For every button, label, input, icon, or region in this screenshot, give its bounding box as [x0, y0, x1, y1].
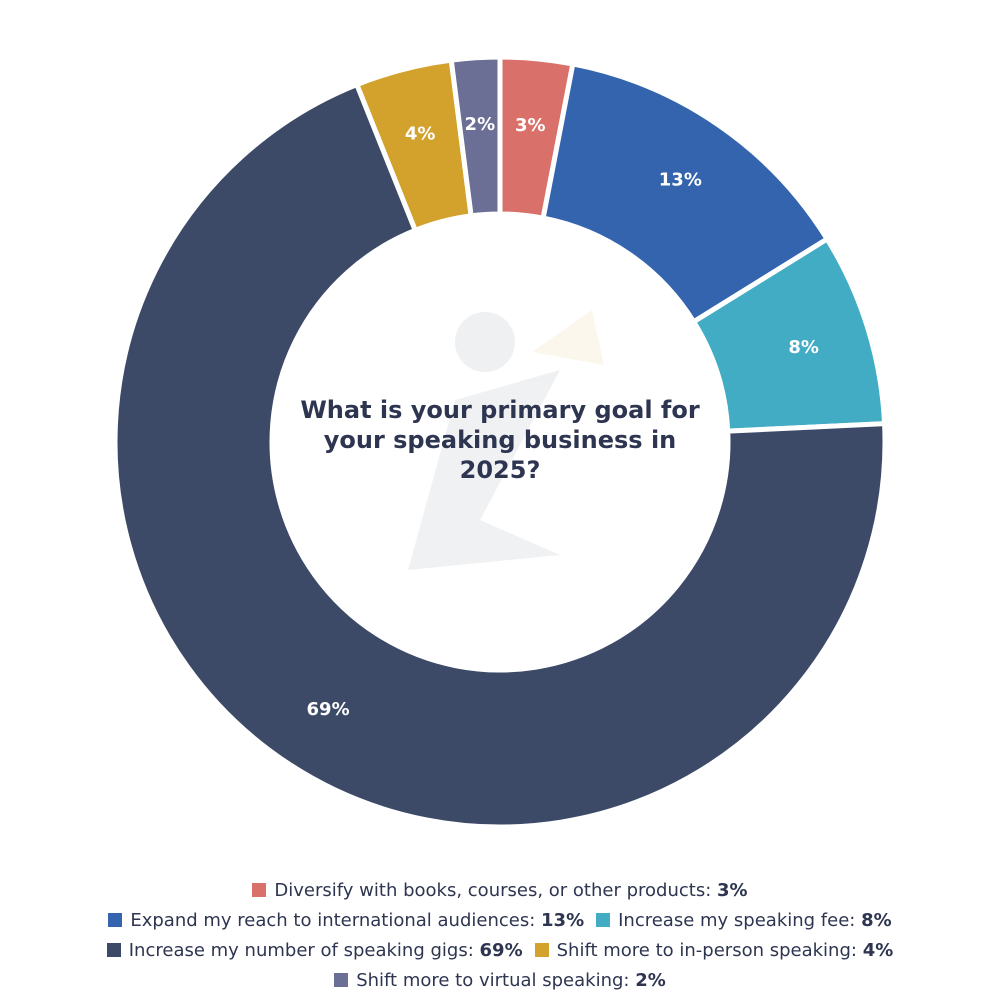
legend-separator: :: [623, 969, 636, 991]
legend-label: Increase my number of speaking gigs: [128, 939, 468, 961]
legend-value: 2%: [635, 969, 666, 991]
legend-separator: :: [850, 939, 863, 961]
legend-item-1: Expand my reach to international audienc…: [108, 910, 584, 931]
legend-swatch: [252, 883, 267, 897]
legend: Diversify with books, courses, or other …: [0, 875, 1000, 995]
legend-row: Increase my number of speaking gigs: 69%…: [0, 935, 1000, 965]
legend-item-4: Shift more to in-person speaking: 4%: [534, 939, 894, 961]
legend-value: 4%: [862, 939, 894, 961]
donut-svg: 3% 13% 8% 69% 4% 2%: [112, 54, 888, 830]
donut-chart: 3% 13% 8% 69% 4% 2% What is your primary goal…: [112, 54, 888, 830]
legend-separator: :: [849, 909, 862, 931]
legend-item-3: Increase my number of speaking gigs: 69%: [106, 939, 523, 961]
slice-label-3: 69%: [307, 699, 350, 720]
donut-slice-5: [448, 54, 503, 219]
legend-value: 8%: [861, 909, 892, 931]
legend-swatch: [108, 913, 123, 927]
legend-swatch: [596, 913, 611, 927]
slice-label-1: 13%: [659, 170, 702, 191]
legend-label: Shift more to virtual speaking: [356, 969, 624, 991]
legend-value: 13%: [541, 909, 585, 931]
legend-separator: :: [467, 939, 480, 961]
legend-value: 3%: [717, 879, 748, 901]
legend-item-2: Increase my speaking fee: 8%: [596, 910, 892, 931]
watermark-logo: [408, 310, 604, 570]
legend-row: Diversify with books, courses, or other …: [0, 875, 1000, 905]
legend-value: 69%: [479, 939, 523, 961]
legend-label: Expand my reach to international audienc…: [130, 909, 530, 931]
slice-label-4: 4%: [405, 124, 436, 145]
legend-separator: :: [529, 909, 542, 931]
legend-swatch: [334, 973, 349, 987]
legend-separator: :: [705, 879, 717, 901]
legend-item-0: Diversify with books, courses, or other …: [252, 879, 748, 901]
legend-label: Diversify with books, courses, or other …: [274, 879, 706, 901]
donut-slice-1: [540, 61, 831, 326]
legend-row: Shift more to virtual speaking: 2%: [0, 965, 1000, 995]
legend-swatch: [106, 943, 121, 957]
legend-label: Increase my speaking fee: [618, 909, 850, 931]
legend-item-5: Shift more to virtual speaking: 2%: [334, 970, 666, 991]
slice-label-0: 3%: [515, 115, 546, 136]
legend-label: Shift more to in-person speaking: [556, 939, 851, 961]
chart-title: What is your primary goal for your speak…: [300, 396, 700, 484]
donut-slice-3: [112, 81, 888, 830]
slice-label-5: 2%: [465, 114, 496, 135]
slice-label-2: 8%: [788, 337, 819, 358]
legend-row: Expand my reach to international audienc…: [0, 905, 1000, 935]
legend-swatch: [534, 943, 549, 957]
